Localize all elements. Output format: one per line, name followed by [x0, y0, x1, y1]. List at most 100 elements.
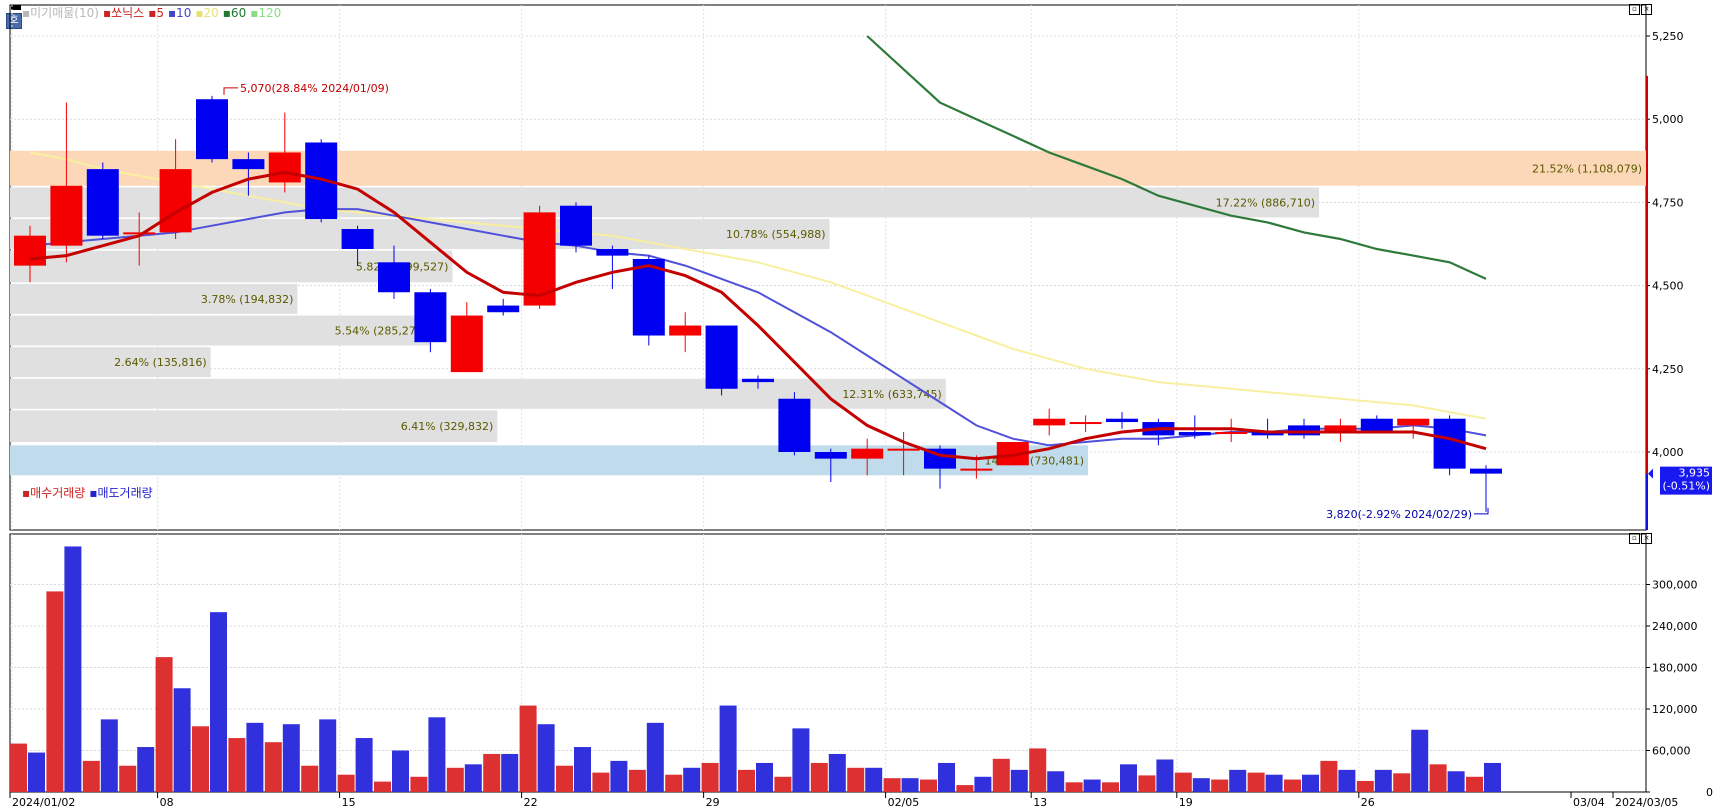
candle-body [1433, 418, 1466, 469]
x-tick-label: 19 [1179, 796, 1193, 809]
buy-volume-bar [1174, 772, 1192, 792]
ma-60-line [866, 35, 1487, 280]
volume-profile-label: 10.78% (554,988) [726, 228, 826, 241]
volume-tick-label: 60,000 [1652, 745, 1691, 758]
buy-volume-bar [1211, 779, 1229, 792]
sell-volume-bar [610, 760, 628, 792]
candle-body [669, 325, 702, 336]
buy-volume-bar [82, 760, 100, 792]
current-price-pointer [1648, 468, 1653, 479]
price-legend: ▪미기매물(10) ▪쏘닉스 ▪5 ▪10 ▪20 ▪60 ▪120 [22, 4, 285, 21]
buy-volume-bar [774, 776, 792, 792]
sell-volume-bar [464, 764, 482, 792]
volume-tick-label: 180,000 [1652, 662, 1698, 675]
x-tick-label: 08 [160, 796, 174, 809]
sell-volume-bar [1047, 771, 1065, 792]
sell-volume-bar [392, 750, 409, 792]
high-marker-arrow [223, 87, 238, 95]
buy-volume-bar [264, 742, 282, 792]
high-annotation: 5,070(28.84% 2024/01/09) [240, 82, 389, 95]
buy-volume-bar [301, 765, 319, 792]
sell-volume-bar [756, 762, 773, 792]
candle-body [742, 378, 774, 383]
candle-body [1288, 425, 1320, 436]
volume-tick-label: 0 [1706, 786, 1713, 799]
sell-volume-bar [501, 753, 519, 792]
volume-profile-band [10, 283, 298, 314]
sell-volume-bar [683, 767, 701, 792]
candle-body [487, 305, 520, 313]
sell-volume-bar [1411, 729, 1429, 792]
current-price-box [1660, 466, 1712, 495]
buy-volume-bar [1102, 782, 1119, 792]
sell-volume-bar [938, 762, 955, 792]
price-tick-label: 4,000 [1652, 446, 1684, 459]
buy-volume-bar [119, 765, 137, 792]
candle-body [1069, 422, 1102, 425]
sell-volume-bar [1010, 769, 1028, 792]
candle-body [1106, 418, 1138, 423]
sell-volume-bar [1156, 759, 1174, 792]
buy-volume-bar [847, 767, 865, 792]
buy-volume-bar [46, 591, 64, 792]
sell-volume-bar [246, 722, 264, 792]
candle-body [960, 468, 993, 471]
sell-volume-bar [210, 612, 227, 792]
candle-body [523, 212, 556, 306]
sell-volume-bar [1192, 778, 1210, 792]
price-legend-item: ▪120 [250, 6, 282, 20]
candle-body [560, 205, 592, 246]
buy-volume-bar [155, 657, 173, 792]
sell-volume-bar [828, 753, 846, 792]
sell-volume-bar [537, 724, 555, 792]
volume-panel-frame [9, 533, 1647, 793]
buy-volume-bar [1247, 772, 1265, 792]
sell-volume-bar [319, 719, 337, 792]
current-price-label: 3,935 [1679, 467, 1711, 480]
candle-body [232, 159, 265, 170]
volume-legend: ▪매수거래량 ▪매도거래량 [22, 484, 157, 501]
price-tick-label: 4,250 [1652, 363, 1684, 376]
candle-body [378, 262, 410, 293]
buy-volume-bar [228, 738, 246, 792]
x-tick-label: 03/04 [1573, 796, 1605, 809]
sell-volume-bar [355, 738, 373, 792]
current-change-label: (-0.51%) [1663, 480, 1711, 493]
buy-volume-bar [956, 785, 974, 792]
sell-volume-bar [1374, 769, 1392, 792]
candle-body [1251, 432, 1284, 436]
candle-body [414, 292, 447, 343]
buy-volume-bar [1138, 775, 1156, 792]
volume-legend-item: ▪매수거래량 [22, 486, 86, 500]
candle-body [1178, 432, 1211, 436]
price-legend-item: ▪20 [195, 6, 219, 20]
sell-volume-bar [1447, 771, 1465, 792]
price-legend-item: ▪쏘닉스 [102, 6, 145, 20]
panel-menu-icon[interactable] [11, 5, 21, 10]
buy-volume-bar [1429, 764, 1447, 792]
candle-body [851, 448, 884, 459]
buy-volume-bar [1065, 782, 1083, 792]
candle-body [887, 448, 920, 451]
buy-volume-bar [920, 779, 937, 792]
candle-body [14, 235, 46, 266]
ma-10-line [29, 208, 1487, 447]
candle-body [705, 325, 738, 389]
candle-body [1215, 432, 1248, 435]
sell-volume-bar [1229, 769, 1247, 792]
volume-profile-label: 12.31% (633,745) [842, 388, 942, 401]
candle-body [1324, 425, 1357, 433]
sell-volume-bar [865, 767, 883, 792]
volume-profile-band [10, 347, 211, 378]
candle-body [632, 258, 665, 336]
x-tick-label: 29 [706, 796, 720, 809]
sell-volume-bar [719, 705, 737, 792]
sell-volume-bar [574, 747, 591, 792]
sell-volume-bar [1484, 762, 1501, 792]
candle-body [778, 398, 811, 452]
buy-volume-bar [992, 758, 1010, 792]
candle-body [814, 452, 847, 459]
sell-volume-bar [646, 722, 664, 792]
buy-volume-bar [1466, 776, 1483, 792]
